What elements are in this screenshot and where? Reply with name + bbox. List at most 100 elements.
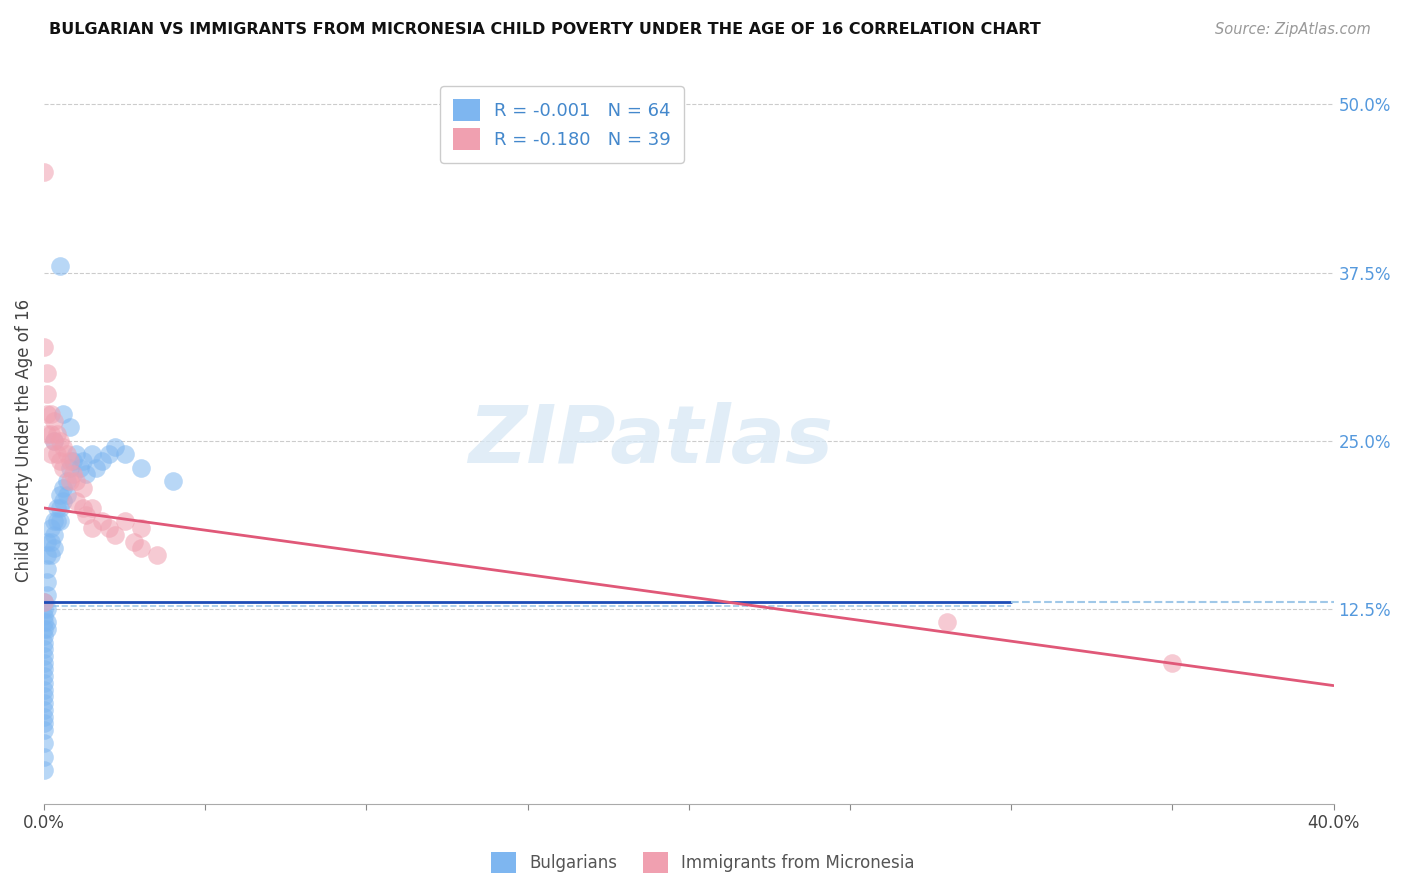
Point xyxy=(46,515,69,529)
Point xyxy=(32,696,55,710)
Point xyxy=(91,515,114,529)
Point xyxy=(42,434,65,448)
Point xyxy=(42,541,65,556)
Point xyxy=(37,622,59,636)
Point xyxy=(72,481,94,495)
Point xyxy=(42,528,65,542)
Point xyxy=(37,407,59,421)
Point xyxy=(162,474,184,488)
Point xyxy=(935,615,957,630)
Point xyxy=(82,521,104,535)
Point xyxy=(49,500,72,515)
Point xyxy=(37,574,59,589)
Point xyxy=(55,447,77,461)
Point xyxy=(32,676,55,690)
Point xyxy=(37,561,59,575)
Point xyxy=(52,441,75,455)
Point xyxy=(32,682,55,697)
Point xyxy=(32,615,55,630)
Point xyxy=(32,608,55,623)
Point xyxy=(32,635,55,649)
Point xyxy=(75,467,97,482)
Point xyxy=(32,750,55,764)
Point xyxy=(37,548,59,562)
Point xyxy=(32,716,55,731)
Point xyxy=(55,487,77,501)
Point xyxy=(32,602,55,616)
Text: BULGARIAN VS IMMIGRANTS FROM MICRONESIA CHILD POVERTY UNDER THE AGE OF 16 CORREL: BULGARIAN VS IMMIGRANTS FROM MICRONESIA … xyxy=(49,22,1040,37)
Point xyxy=(97,521,120,535)
Point xyxy=(42,413,65,427)
Point xyxy=(39,548,62,562)
Point xyxy=(59,460,82,475)
Point xyxy=(62,467,84,482)
Point xyxy=(39,521,62,535)
Point xyxy=(84,460,107,475)
Point xyxy=(46,500,69,515)
Point xyxy=(46,447,69,461)
Point xyxy=(32,164,55,178)
Point xyxy=(52,481,75,495)
Point xyxy=(49,515,72,529)
Point xyxy=(32,669,55,683)
Point xyxy=(52,494,75,508)
Point xyxy=(82,447,104,461)
Point xyxy=(32,595,55,609)
Point xyxy=(59,474,82,488)
Point xyxy=(72,454,94,468)
Point xyxy=(75,508,97,522)
Point xyxy=(129,541,152,556)
Point xyxy=(69,460,91,475)
Point xyxy=(32,709,55,723)
Point xyxy=(32,595,55,609)
Point xyxy=(52,460,75,475)
Point xyxy=(32,648,55,663)
Point xyxy=(39,427,62,442)
Point xyxy=(32,764,55,778)
Point xyxy=(39,407,62,421)
Point xyxy=(37,427,59,442)
Point xyxy=(42,434,65,448)
Point xyxy=(39,534,62,549)
Point xyxy=(65,494,87,508)
Point xyxy=(104,441,127,455)
Point xyxy=(82,500,104,515)
Point xyxy=(129,460,152,475)
Point xyxy=(42,515,65,529)
Point xyxy=(37,367,59,381)
Point xyxy=(124,534,146,549)
Point xyxy=(32,622,55,636)
Text: Source: ZipAtlas.com: Source: ZipAtlas.com xyxy=(1215,22,1371,37)
Point xyxy=(55,474,77,488)
Point xyxy=(46,427,69,442)
Point xyxy=(32,723,55,737)
Y-axis label: Child Poverty Under the Age of 16: Child Poverty Under the Age of 16 xyxy=(15,299,32,582)
Point xyxy=(37,534,59,549)
Point xyxy=(49,487,72,501)
Point xyxy=(32,629,55,643)
Point xyxy=(1161,656,1184,670)
Point xyxy=(39,447,62,461)
Point xyxy=(52,407,75,421)
Point xyxy=(49,434,72,448)
Point xyxy=(129,521,152,535)
Point xyxy=(59,454,82,468)
Point xyxy=(32,642,55,657)
Point xyxy=(72,500,94,515)
Legend: R = -0.001   N = 64, R = -0.180   N = 39: R = -0.001 N = 64, R = -0.180 N = 39 xyxy=(440,87,683,163)
Point xyxy=(32,690,55,704)
Point xyxy=(97,447,120,461)
Point xyxy=(32,736,55,750)
Point xyxy=(91,454,114,468)
Point xyxy=(32,662,55,676)
Point xyxy=(104,528,127,542)
Point xyxy=(114,447,136,461)
Point xyxy=(62,454,84,468)
Point xyxy=(146,548,169,562)
Point xyxy=(32,656,55,670)
Point xyxy=(37,615,59,630)
Point xyxy=(32,339,55,353)
Legend: Bulgarians, Immigrants from Micronesia: Bulgarians, Immigrants from Micronesia xyxy=(485,846,921,880)
Point xyxy=(37,589,59,603)
Point xyxy=(65,474,87,488)
